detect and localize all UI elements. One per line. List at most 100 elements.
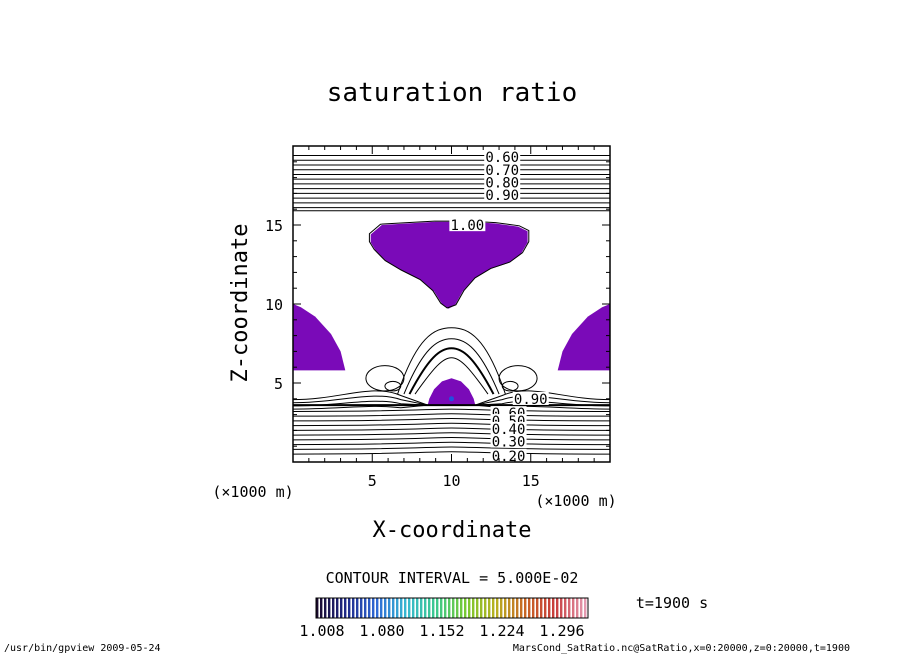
- colorbar-cell: [436, 598, 439, 618]
- contour-line: [292, 432, 611, 436]
- colorbar-cell: [560, 598, 563, 618]
- footer-right: MarsCond_SatRatio.nc@SatRatio,x=0:20000,…: [513, 643, 850, 654]
- colorbar-cell: [392, 598, 395, 618]
- contour-label-bg: [490, 434, 527, 448]
- colorbar-cell: [460, 598, 463, 618]
- x-tick-label: 10: [442, 472, 460, 490]
- contour-line: [292, 390, 428, 406]
- colorbar-cell: [340, 598, 343, 618]
- y-axis-label: Z-coordinate: [228, 224, 253, 383]
- colorbar-cell: [360, 598, 363, 618]
- axis-ticks: 5 10 15 5 10 15: [265, 146, 610, 490]
- colorbar-cell: [404, 598, 407, 618]
- colorbar-cell: [492, 598, 495, 618]
- contour-loop: [384, 380, 402, 392]
- contour-line: [292, 404, 428, 410]
- contour-line: [414, 357, 489, 395]
- colorbar-cell: [516, 598, 519, 618]
- contour-lines: [292, 154, 611, 455]
- colorbar-cell: [528, 598, 531, 618]
- shaded-regions: [293, 221, 610, 406]
- colorbar-cell: [352, 598, 355, 618]
- colorbar-cell: [424, 598, 427, 618]
- colorbar-cell: [364, 598, 367, 618]
- y-tick-label: 5: [274, 375, 283, 393]
- contour-loop: [498, 365, 538, 392]
- contour-line: [292, 427, 611, 431]
- contour-label: 0.30: [492, 435, 526, 451]
- shaded-region-center: [427, 378, 476, 406]
- colorbar-cell: [440, 598, 443, 618]
- colorbar-cell: [412, 598, 415, 618]
- colorbar-cell: [524, 598, 527, 618]
- contour-label: 0.20: [492, 449, 526, 465]
- colorbar-cell: [584, 598, 587, 618]
- colorbar-cell: [512, 598, 515, 618]
- contour-label-bg: [449, 218, 486, 232]
- contour-label: 1.00: [450, 218, 484, 234]
- colorbar-cell: [388, 598, 391, 618]
- contour-label-bg: [484, 175, 521, 189]
- contour-label-bg: [484, 188, 521, 202]
- colorbar-cell: [468, 598, 471, 618]
- x-units-right: (×1000 m): [535, 492, 616, 510]
- colorbar-cell: [540, 598, 543, 618]
- colorbar-tick-label: 1.080: [359, 622, 404, 640]
- contour-line: [292, 446, 611, 450]
- colorbar-cell: [480, 598, 483, 618]
- contour-line: [292, 422, 611, 427]
- contour-label: 0.80: [485, 176, 519, 192]
- colorbar-cell: [328, 598, 331, 618]
- x-tick-label: 15: [522, 472, 540, 490]
- colorbar-cell: [576, 598, 579, 618]
- colorbar-cell: [500, 598, 503, 618]
- contour-label: 0.40: [492, 422, 526, 438]
- colorbar-cell: [476, 598, 479, 618]
- colorbar-tick-label: 1.152: [419, 622, 464, 640]
- colorbar-cell: [504, 598, 507, 618]
- contour-line: [292, 408, 611, 412]
- contour-label: 0.70: [485, 163, 519, 179]
- colorbar-cell: [484, 598, 487, 618]
- colorbar-cell: [520, 598, 523, 618]
- chart-title: saturation ratio: [327, 78, 577, 108]
- contour-labels: 0.600.700.800.901.000.900.600.500.400.30…: [449, 150, 549, 465]
- contour-label-bg: [490, 421, 527, 435]
- colorbar-frame: [315, 597, 589, 619]
- colorbar-cell: [320, 598, 323, 618]
- colorbar-cell: [336, 598, 339, 618]
- colorbar-cell: [452, 598, 455, 618]
- colorbar-cell: [344, 598, 347, 618]
- contour-line: [292, 395, 428, 406]
- contour-line: [408, 347, 495, 395]
- colorbar-cell: [376, 598, 379, 618]
- colorbar-cell: [380, 598, 383, 618]
- contour-line: [292, 418, 611, 422]
- colorbar-tick-label: 1.296: [539, 622, 584, 640]
- colorbar-cell: [488, 598, 491, 618]
- contour-interval-text: CONTOUR INTERVAL = 5.000E-02: [326, 569, 579, 587]
- colorbar-cell: [552, 598, 555, 618]
- contour-line: [403, 338, 500, 395]
- colorbar-cell: [548, 598, 551, 618]
- contour-loop: [501, 380, 519, 392]
- colorbar-cell: [508, 598, 511, 618]
- colorbar-cell: [316, 598, 319, 618]
- colorbar-cell: [400, 598, 403, 618]
- contour-label: 0.90: [485, 188, 519, 204]
- colorbar-cell: [384, 598, 387, 618]
- y-tick-label: 10: [265, 296, 283, 314]
- contour-loop: [365, 365, 405, 392]
- colorbar-cell: [532, 598, 535, 618]
- shaded-region-right: [557, 304, 610, 371]
- footer-left: /usr/bin/gpview 2009-05-24: [4, 643, 161, 654]
- colorbar-cell: [420, 598, 423, 618]
- contour-label: 0.60: [485, 150, 519, 166]
- colorbar-cell: [568, 598, 571, 618]
- x-tick-label: 5: [368, 472, 377, 490]
- colorbar-cell: [564, 598, 567, 618]
- colorbar: 1.008 1.080 1.152 1.224 1.296: [299, 597, 589, 640]
- colorbar-cell: [536, 598, 539, 618]
- colorbar-cell: [428, 598, 431, 618]
